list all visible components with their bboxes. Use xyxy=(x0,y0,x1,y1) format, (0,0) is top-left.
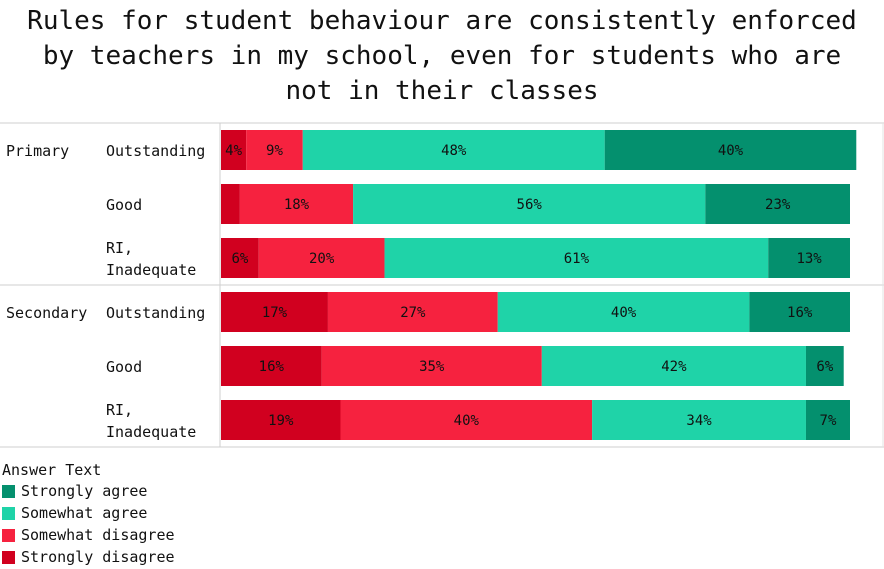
bar-segment xyxy=(541,346,806,386)
data-label: 19% xyxy=(268,413,294,429)
bar-segment xyxy=(768,238,850,278)
data-label: 61% xyxy=(564,251,590,267)
data-label: 27% xyxy=(400,305,426,321)
data-label: 23% xyxy=(765,197,791,213)
bar-segment xyxy=(221,238,259,278)
data-label: 6% xyxy=(231,251,248,267)
chart-title: Rules for student behaviour are consiste… xyxy=(27,6,857,106)
legend-swatch xyxy=(2,506,15,520)
legend-items: Strongly agree Somewhat agree Somewhat dis… xyxy=(2,480,175,568)
bar-segment xyxy=(705,184,850,224)
data-label: 16% xyxy=(787,305,813,321)
stacked-bar-chart: 4% 9% 48% 40% 18% 56% 23% 6% 20% 61% 13% 17% 27% 40% 1… xyxy=(0,122,884,448)
bar-segment xyxy=(302,130,605,170)
legend-swatch xyxy=(2,528,15,542)
data-label: 18% xyxy=(284,197,310,213)
category-label: Outstanding xyxy=(106,142,205,160)
legend-item: Somewhat disagree xyxy=(2,524,175,546)
legend-label: Strongly agree xyxy=(21,482,148,500)
bar-segment xyxy=(221,346,322,386)
data-label: 7% xyxy=(820,413,837,429)
bar-segment xyxy=(353,184,706,224)
bar-segment xyxy=(221,292,328,332)
bar-segment xyxy=(321,346,542,386)
group-label: Primary xyxy=(6,142,69,160)
bar-segment xyxy=(340,400,593,440)
data-label: 13% xyxy=(796,251,822,267)
data-label: 42% xyxy=(661,359,687,375)
bar-segment xyxy=(592,400,806,440)
bar-segment xyxy=(327,292,498,332)
bar-segment xyxy=(246,130,303,170)
legend-item: Strongly disagree xyxy=(2,546,175,568)
bar-segment xyxy=(497,292,750,332)
bar-segment xyxy=(239,184,354,224)
legend-item: Strongly agree xyxy=(2,480,175,502)
legend-label: Strongly disagree xyxy=(21,548,175,566)
data-label: 9% xyxy=(266,143,283,159)
legend-title: Answer Text xyxy=(2,461,102,479)
category-label: RI, Inadequate xyxy=(106,239,196,279)
legend: Answer Text Strongly agree Somewhat agree… xyxy=(2,460,175,568)
bar-segment xyxy=(805,346,844,386)
data-label: 16% xyxy=(259,359,285,375)
category-label: Good xyxy=(106,196,142,214)
category-label: RI, Inadequate xyxy=(106,401,196,441)
data-label: 56% xyxy=(517,197,543,213)
bar-segment xyxy=(604,130,857,170)
bar-segment xyxy=(805,400,850,440)
data-label: 40% xyxy=(611,305,637,321)
bar-segment xyxy=(221,400,341,440)
data-label: 4% xyxy=(225,143,242,159)
category-label: Good xyxy=(106,358,142,376)
bar-segment xyxy=(384,238,769,278)
category-label: Outstanding xyxy=(106,304,205,322)
legend-swatch xyxy=(2,484,15,498)
bar-segment xyxy=(221,184,240,224)
data-label: 6% xyxy=(816,359,833,375)
legend-item: Somewhat agree xyxy=(2,502,175,524)
data-label: 34% xyxy=(686,413,712,429)
group-label: Secondary xyxy=(6,304,87,322)
data-label: 40% xyxy=(718,143,744,159)
legend-swatch xyxy=(2,550,15,564)
bar-segment xyxy=(749,292,850,332)
bar-segment xyxy=(221,130,247,170)
data-label: 17% xyxy=(262,305,288,321)
legend-label: Somewhat agree xyxy=(21,504,148,522)
data-label: 20% xyxy=(309,251,335,267)
data-label: 35% xyxy=(419,359,445,375)
legend-label: Somewhat disagree xyxy=(21,526,175,544)
data-label: 40% xyxy=(454,413,480,429)
data-label: 48% xyxy=(441,143,467,159)
bar-segment xyxy=(258,238,385,278)
